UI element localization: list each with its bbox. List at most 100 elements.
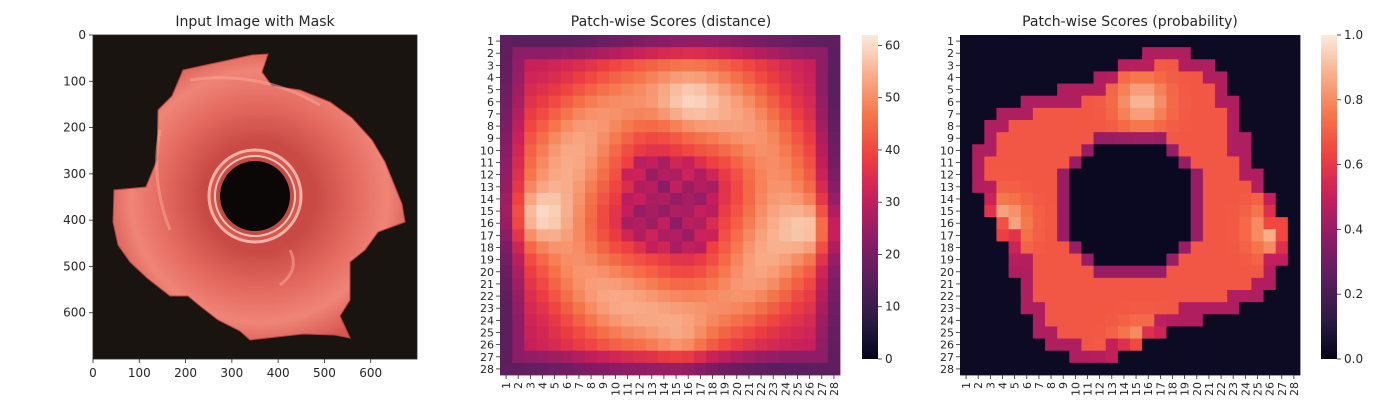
heatmap-cell — [1142, 326, 1155, 339]
heatmap-cell — [1227, 47, 1240, 60]
heatmap-cell — [767, 217, 780, 230]
heatmap-cell — [1263, 302, 1277, 315]
heatmap-cell — [572, 95, 586, 109]
probability-colorbar — [1321, 35, 1337, 359]
heatmap-cell — [609, 350, 622, 364]
heatmap-cell — [621, 180, 634, 194]
heatmap-cell — [1069, 132, 1082, 145]
heatmap-cell — [512, 107, 525, 121]
heatmap-cell — [536, 338, 549, 352]
heatmap-cell — [767, 362, 780, 376]
heatmap-cell — [1263, 144, 1277, 157]
heatmap-cell — [548, 314, 562, 327]
heatmap-cell — [1020, 156, 1034, 169]
heatmap-cell — [827, 205, 841, 218]
heatmap-cell — [1178, 253, 1192, 267]
heatmap-cell — [1105, 302, 1119, 315]
heatmap-cell — [755, 241, 768, 254]
heatmap-cell — [996, 168, 1009, 182]
heatmap-cell — [1166, 265, 1179, 279]
heatmap-cell — [1045, 338, 1058, 352]
heatmap-cell — [1045, 229, 1058, 242]
heatmap-cell — [682, 229, 695, 242]
heatmap-cell — [572, 180, 586, 194]
heatmap-cell — [803, 205, 817, 218]
heatmap-cell — [1045, 35, 1058, 48]
heatmap-cell — [767, 107, 780, 121]
heatmap-cell — [1287, 302, 1301, 315]
y-tick-label: 12 — [940, 169, 954, 182]
heatmap-cell — [827, 132, 841, 145]
heatmap-cell — [621, 277, 634, 291]
heatmap-cell — [1263, 168, 1277, 182]
heatmap-cell — [718, 47, 732, 60]
heatmap-cell — [755, 362, 768, 376]
heatmap-cell — [1142, 362, 1155, 376]
y-tick-label: 24 — [940, 314, 954, 327]
heatmap-cell — [815, 95, 829, 109]
heatmap-cell — [645, 35, 659, 48]
heatmap-cell — [827, 253, 841, 267]
x-tick-label: 23 — [1227, 382, 1240, 396]
heatmap-cell — [996, 95, 1009, 109]
heatmap-cell — [972, 229, 985, 242]
heatmap-cell — [572, 156, 586, 169]
heatmap-cell — [1032, 35, 1046, 48]
x-tick-label: 600 — [359, 366, 382, 380]
heatmap-cell — [597, 59, 610, 72]
y-tick-label: 11 — [940, 157, 954, 170]
heatmap-cell — [996, 35, 1009, 48]
heatmap-cell — [1275, 302, 1289, 315]
heatmap-cell — [670, 205, 683, 218]
heatmap-cell — [670, 302, 683, 315]
heatmap-cell — [1105, 107, 1119, 121]
heatmap-cell — [779, 120, 792, 133]
y-tick-label: 8 — [947, 120, 954, 133]
heatmap-cell — [500, 205, 513, 218]
heatmap-cell — [815, 205, 829, 218]
heatmap-cell — [1069, 192, 1082, 206]
x-tick-label: 4 — [537, 382, 550, 389]
heatmap-cell — [1142, 107, 1155, 121]
heatmap-cell — [682, 95, 695, 109]
heatmap-cell — [718, 83, 732, 97]
heatmap-cell — [1130, 59, 1143, 72]
heatmap-cell — [718, 302, 732, 315]
heatmap-cell — [1251, 338, 1264, 352]
heatmap-cell — [1215, 107, 1228, 121]
heatmap-cell — [694, 302, 707, 315]
heatmap-cell — [512, 277, 525, 291]
heatmap-cell — [1202, 59, 1216, 72]
x-tick-label: 25 — [1252, 382, 1265, 396]
heatmap-cell — [572, 205, 586, 218]
y-tick-label: 6 — [487, 96, 494, 109]
heatmap-cell — [548, 192, 562, 206]
heatmap-cell — [1166, 205, 1179, 218]
heatmap-cell — [1263, 217, 1277, 230]
heatmap-cell — [803, 192, 817, 206]
x-tick-label: 12 — [1094, 382, 1107, 396]
heatmap-cell — [682, 107, 695, 121]
heatmap-cell — [1190, 132, 1204, 145]
heatmap-cell — [645, 71, 659, 84]
x-tick-label: 5 — [549, 382, 562, 389]
heatmap-cell — [1130, 302, 1143, 315]
heatmap-cell — [645, 47, 659, 60]
heatmap-cell — [560, 253, 574, 267]
heatmap-cell — [585, 144, 598, 157]
heatmap-cell — [718, 362, 732, 376]
heatmap-cell — [1239, 83, 1252, 97]
heatmap-cell — [1117, 107, 1131, 121]
heatmap-cell — [657, 290, 671, 303]
heatmap-cell — [972, 144, 985, 157]
heatmap-cell — [1263, 71, 1277, 84]
heatmap-cell — [1178, 192, 1192, 206]
y-tick-label: 18 — [480, 242, 494, 255]
heatmap-cell — [597, 253, 610, 267]
heatmap-cell — [1166, 350, 1179, 364]
x-tick-label: 22 — [755, 382, 768, 396]
heatmap-cell — [960, 362, 973, 376]
heatmap-cell — [536, 217, 549, 230]
heatmap-cell — [706, 107, 719, 121]
heatmap-cell — [1263, 156, 1277, 169]
